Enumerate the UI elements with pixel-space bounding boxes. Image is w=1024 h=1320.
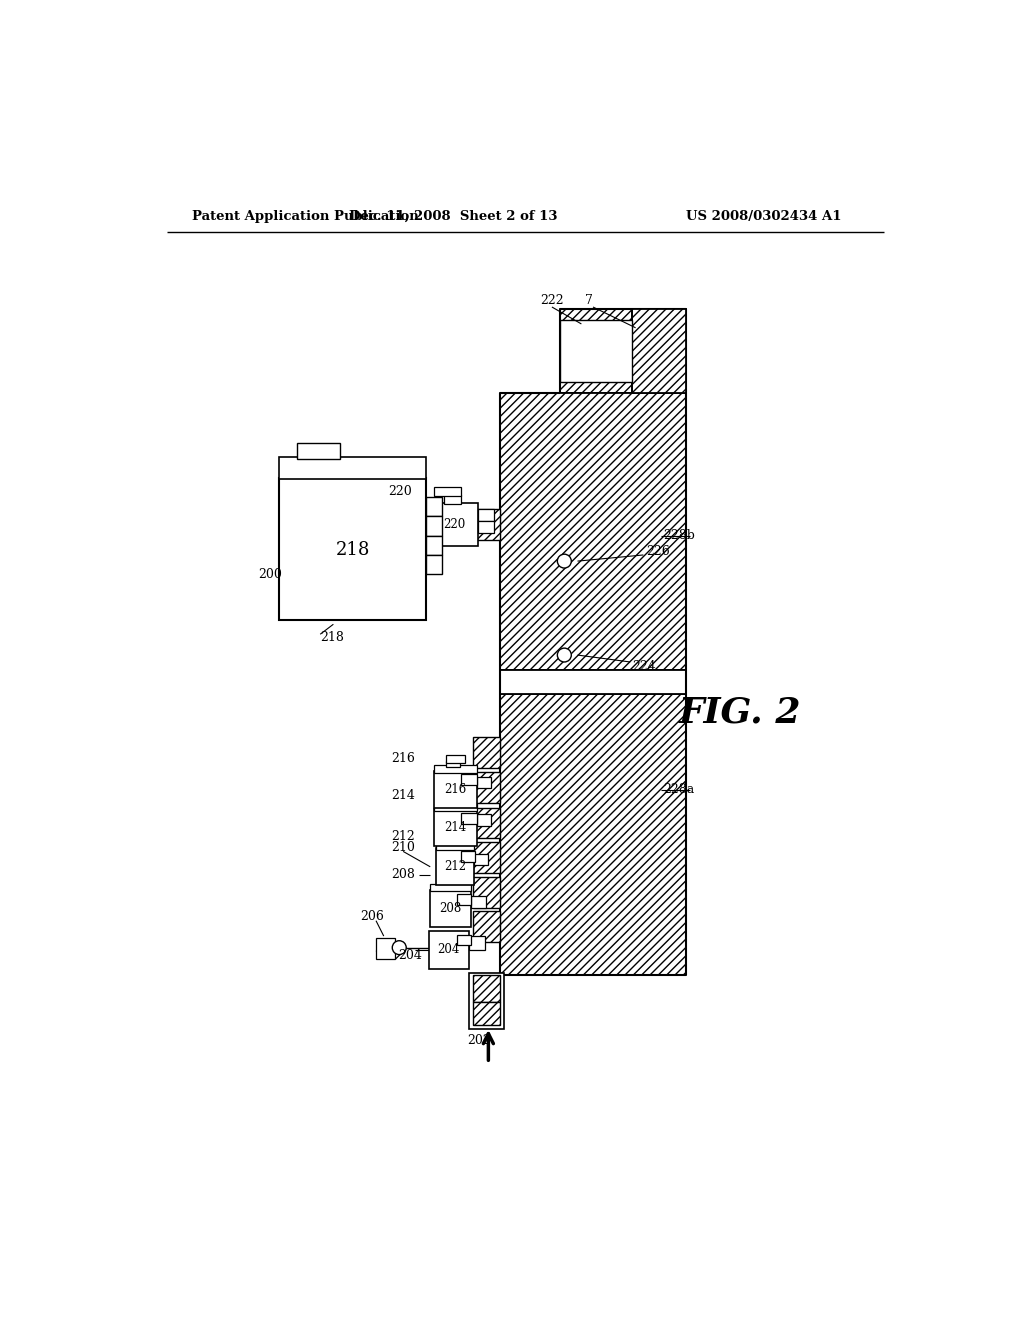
Bar <box>430 503 478 545</box>
Bar <box>434 766 477 774</box>
Text: 220: 220 <box>443 517 465 531</box>
Bar <box>280 478 426 620</box>
Text: Dec. 11, 2008  Sheet 2 of 13: Dec. 11, 2008 Sheet 2 of 13 <box>349 210 558 223</box>
Text: Patent Application Publication: Patent Application Publication <box>191 210 418 223</box>
Bar <box>445 762 460 767</box>
Text: 228b: 228b <box>663 529 694 543</box>
Bar <box>426 516 442 536</box>
Polygon shape <box>473 772 500 803</box>
Bar <box>435 847 474 884</box>
Bar <box>469 936 484 950</box>
Bar <box>376 937 395 960</box>
Polygon shape <box>473 876 500 908</box>
Bar <box>434 487 461 496</box>
Bar <box>426 554 442 574</box>
Bar <box>444 495 461 504</box>
Bar <box>430 890 471 927</box>
Text: 228a: 228a <box>663 783 694 796</box>
Text: 222: 222 <box>540 294 564 308</box>
Bar <box>430 884 471 891</box>
Polygon shape <box>473 508 500 540</box>
Text: 202: 202 <box>467 1034 490 1047</box>
Bar <box>500 671 686 693</box>
Text: 212: 212 <box>444 859 466 873</box>
Polygon shape <box>500 393 686 671</box>
Bar <box>560 321 632 381</box>
Bar <box>478 508 494 521</box>
Bar <box>297 444 340 459</box>
Bar <box>474 854 488 866</box>
Text: 224: 224 <box>632 660 655 673</box>
Bar <box>469 973 504 1028</box>
Bar <box>434 771 477 808</box>
Polygon shape <box>473 1002 500 1024</box>
Bar <box>280 457 426 479</box>
Text: 226: 226 <box>646 545 670 557</box>
Polygon shape <box>473 738 500 768</box>
Bar <box>478 521 494 533</box>
Text: 200: 200 <box>258 568 282 581</box>
Polygon shape <box>560 309 686 393</box>
Polygon shape <box>473 842 500 873</box>
Text: 218: 218 <box>336 541 370 558</box>
Bar <box>477 814 490 826</box>
Polygon shape <box>632 309 686 393</box>
Bar <box>426 498 442 516</box>
Text: 216: 216 <box>444 783 467 796</box>
Bar <box>461 813 477 824</box>
Bar <box>429 931 469 969</box>
Text: 210: 210 <box>391 841 416 854</box>
Text: US 2008/0302434 A1: US 2008/0302434 A1 <box>686 210 842 223</box>
Bar <box>477 776 490 788</box>
Polygon shape <box>473 808 500 838</box>
Circle shape <box>557 648 571 661</box>
Bar <box>435 842 474 850</box>
Circle shape <box>557 554 571 568</box>
Polygon shape <box>500 693 686 974</box>
Bar <box>426 536 442 554</box>
Bar <box>445 755 465 763</box>
Text: 208: 208 <box>391 869 415 880</box>
Text: 218: 218 <box>321 631 344 644</box>
Text: 208: 208 <box>439 902 462 915</box>
Text: FIG. 2: FIG. 2 <box>679 696 802 730</box>
Polygon shape <box>473 974 500 1002</box>
Bar <box>434 804 477 812</box>
Text: 220: 220 <box>389 486 413 499</box>
Bar <box>434 809 477 846</box>
Text: 204: 204 <box>437 944 460 957</box>
Bar <box>461 775 477 785</box>
Text: 212: 212 <box>391 829 415 842</box>
Bar <box>471 896 486 908</box>
Text: 206: 206 <box>360 911 384 924</box>
Text: 214: 214 <box>391 789 415 803</box>
Circle shape <box>392 941 407 954</box>
Bar <box>458 935 471 945</box>
Bar <box>458 894 471 904</box>
Text: 216: 216 <box>391 752 415 766</box>
Bar <box>461 851 475 862</box>
Text: 214: 214 <box>444 821 467 834</box>
Text: 204: 204 <box>398 949 423 962</box>
Polygon shape <box>473 911 500 942</box>
Text: 7: 7 <box>585 294 593 308</box>
